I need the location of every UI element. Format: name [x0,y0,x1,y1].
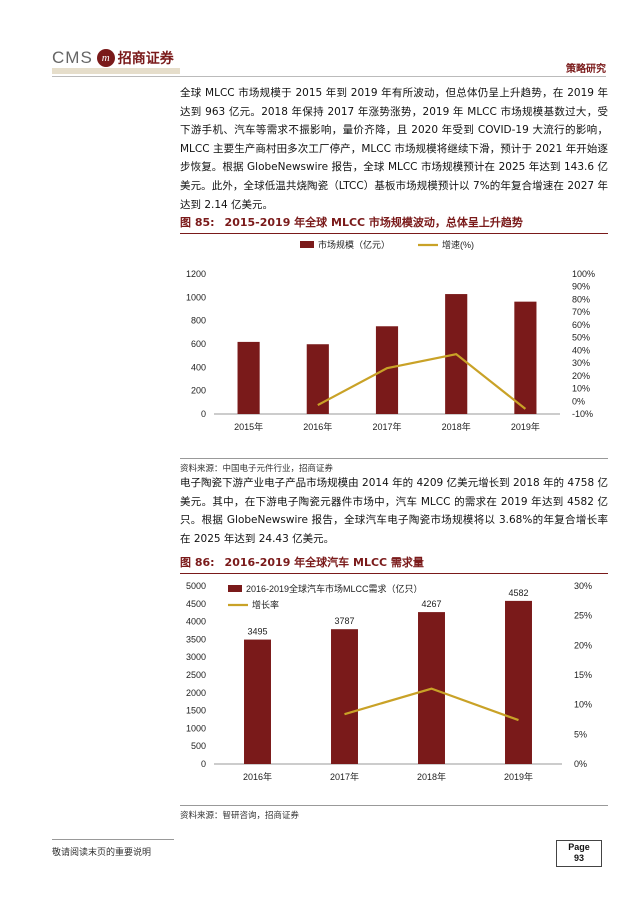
y2-axis-tick-label: 10% [574,700,592,710]
legend-bar-label: 2016-2019全球汽车市场MLCC需求（亿只） [246,583,423,594]
report-section-label: 策略研究 [566,64,606,75]
x-axis-tick-label: 2016年 [243,771,272,782]
logo-mark-icon: m [96,49,115,67]
y-axis-tick-label: 3000 [186,652,206,662]
y-axis-tick-label: 5000 [186,581,206,591]
x-axis-tick-label: 2018年 [442,421,471,432]
figure-86-number: 图 86: [180,556,215,569]
legend-line-label: 增长率 [252,599,279,610]
y-axis-tick-label: 600 [191,339,206,349]
figure-85-number: 图 85: [180,216,215,229]
x-axis-tick-label: 2017年 [372,421,401,432]
bar-data-label: 3787 [334,616,354,626]
figure-85-title: 图 85: 2015-2019 年全球 MLCC 市场规模波动，总体呈上升趋势 [180,214,608,234]
y2-axis-tick-label: 70% [572,307,590,317]
y2-axis-tick-label: 40% [572,345,590,355]
y2-axis-tick-label: 50% [572,333,590,343]
x-axis-tick-label: 2017年 [330,771,359,782]
legend-bar-swatch [300,241,314,248]
y2-axis-tick-label: 5% [574,729,587,739]
paragraph-mlcc-market: 全球 MLCC 市场规模于 2015 年到 2019 年有所波动，但总体仍呈上升… [180,87,608,211]
header-divider [52,76,606,77]
y-axis-tick-label: 1000 [186,723,206,733]
bar [331,629,358,764]
company-logo: CMS m 招商证券 [52,48,174,68]
y2-axis-tick-label: 25% [574,611,592,621]
y2-axis-tick-label: 60% [572,320,590,330]
figure-86-title: 图 86: 2016-2019 年全球汽车 MLCC 需求量 [180,554,608,574]
footer-divider [52,839,174,840]
footer-disclaimer: 敬请阅读末页的重要说明 [52,848,152,858]
growth-line [317,353,527,410]
y-axis-tick-label: 1200 [186,269,206,279]
y-axis-tick-label: 0 [201,759,206,769]
bar-data-label: 3495 [247,627,267,637]
bar-data-label: 4267 [421,599,441,609]
y2-axis-tick-label: 90% [572,282,590,292]
y-axis-tick-label: 3500 [186,634,206,644]
y2-axis-tick-label: 80% [572,294,590,304]
legend-line-label: 增速(%) [442,239,474,250]
y2-axis-tick-label: 20% [572,371,590,381]
paragraph-electronic-ceramics: 电子陶瓷下游产业电子产品市场规模由 2014 年的 4209 亿美元增长到 20… [180,477,608,545]
y2-axis-tick-label: 0% [574,759,587,769]
y2-axis-tick-label: 30% [572,358,590,368]
bar [505,600,532,764]
y2-axis-tick-label: 30% [574,581,592,591]
y-axis-tick-label: 2000 [186,688,206,698]
logo-cms-text: CMS [52,48,93,67]
x-axis-tick-label: 2015年 [234,421,263,432]
legend-bar-label: 市场规模（亿元） [318,239,390,250]
y-axis-tick-label: 200 [191,386,206,396]
legend-bar-swatch [228,585,242,592]
figure-85-source: 资料来源：中国电子元件行业，招商证券 [180,458,608,474]
y-axis-tick-label: 4000 [186,617,206,627]
y2-axis-tick-label: 0% [572,396,585,406]
y2-axis-tick-label: 20% [574,640,592,650]
page-number: 93 [573,853,584,863]
x-axis-tick-label: 2019年 [504,771,533,782]
y2-axis-tick-label: 100% [572,269,595,279]
figure-85-caption: 2015-2019 年全球 MLCC 市场规模波动，总体呈上升趋势 [224,216,523,229]
x-axis-tick-label: 2019年 [511,421,540,432]
bar [514,301,537,414]
y-axis-tick-label: 500 [191,741,206,751]
figure-86-caption: 2016-2019 年全球汽车 MLCC 需求量 [224,556,424,569]
y2-axis-tick-label: -10% [572,409,593,419]
y-axis-tick-label: 4500 [186,599,206,609]
logo-company-name: 招商证券 [117,51,174,67]
chart-auto-mlcc-demand: 0 500 1000 1500 2000 2500 3000 3500 4000 4500 5000… [186,581,592,782]
page-label: Page [568,842,590,852]
bar [237,341,260,414]
y-axis-tick-label: 1500 [186,706,206,716]
y-axis-tick-label: 400 [191,362,206,372]
chart-mlcc-market-size: 0 200 400 600 800 1000 1200 -10% 0% 10% 20% 30% 40% 5… [186,239,595,432]
figure-86-source: 资料来源：智研咨询，招商证券 [180,805,608,821]
x-axis-tick-label: 2016年 [303,421,332,432]
bar [306,344,329,414]
y-axis-tick-label: 2500 [186,670,206,680]
bar-data-label: 4582 [508,588,528,598]
header-accent-bar [52,68,180,74]
page-number-box: Page 93 [556,840,602,867]
page-header: CMS m 招商证券 策略研究 [0,0,640,78]
bar [375,326,399,414]
y-axis-tick-label: 800 [191,316,206,326]
y-axis-tick-label: 0 [201,409,206,419]
x-axis-tick-label: 2018年 [417,771,446,782]
bar [244,639,271,764]
y2-axis-tick-label: 10% [572,384,590,394]
y-axis-tick-label: 1000 [186,292,206,302]
y2-axis-tick-label: 15% [574,670,592,680]
